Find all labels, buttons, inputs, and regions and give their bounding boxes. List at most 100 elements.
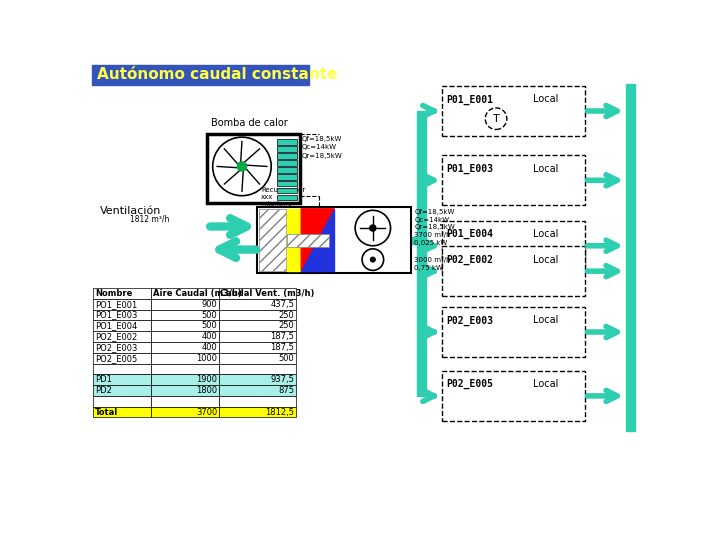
- Bar: [442, 246, 585, 296]
- Text: Bomba de calor: Bomba de calor: [211, 118, 288, 128]
- Text: Qr=18,5kW: Qr=18,5kW: [302, 153, 343, 159]
- Bar: [94, 407, 151, 417]
- Text: 437,5: 437,5: [271, 300, 294, 309]
- Text: 1000: 1000: [197, 354, 217, 363]
- Bar: [151, 342, 219, 353]
- Bar: [94, 288, 151, 299]
- Circle shape: [362, 249, 384, 271]
- Bar: [442, 221, 585, 271]
- Text: Local: Local: [533, 379, 559, 389]
- Text: Ventilación: Ventilación: [99, 206, 161, 216]
- Bar: [442, 371, 585, 421]
- Text: 500: 500: [202, 310, 217, 320]
- Text: Local: Local: [533, 255, 559, 265]
- Text: Qr=18,5kW: Qr=18,5kW: [415, 224, 455, 230]
- Bar: [151, 309, 219, 320]
- Text: P01_E004: P01_E004: [446, 229, 493, 239]
- Bar: [207, 134, 300, 204]
- Bar: [219, 374, 296, 385]
- Text: Nombre: Nombre: [95, 289, 132, 298]
- Text: 875: 875: [279, 386, 294, 395]
- Text: 1812,5: 1812,5: [265, 408, 294, 416]
- Bar: [219, 331, 296, 342]
- Circle shape: [370, 225, 376, 231]
- Bar: [276, 167, 297, 173]
- Text: Aire Caudal (m3/h): Aire Caudal (m3/h): [153, 289, 241, 298]
- Text: Qc=14kW: Qc=14kW: [302, 144, 337, 150]
- Text: 250: 250: [279, 321, 294, 330]
- Text: Local: Local: [533, 315, 559, 326]
- Circle shape: [371, 257, 375, 262]
- Circle shape: [355, 211, 390, 246]
- Bar: [151, 299, 219, 309]
- Text: Qf=18,5kW: Qf=18,5kW: [302, 136, 343, 141]
- Bar: [94, 331, 151, 342]
- Text: PD1: PD1: [95, 375, 112, 384]
- Bar: [94, 363, 151, 374]
- Text: 500: 500: [202, 321, 217, 330]
- Bar: [276, 188, 297, 193]
- Bar: [442, 156, 585, 205]
- Bar: [219, 385, 296, 396]
- Text: PO2_E005: PO2_E005: [95, 354, 137, 363]
- Text: Qf=18,5kW: Qf=18,5kW: [415, 209, 455, 215]
- Text: 1812 m³/h: 1812 m³/h: [130, 214, 170, 224]
- Text: 3700 m³/h
0,025 kW: 3700 m³/h 0,025 kW: [415, 231, 451, 246]
- Text: PD2: PD2: [95, 386, 112, 395]
- Text: Total: Total: [95, 408, 118, 416]
- Text: P02_E005: P02_E005: [446, 379, 493, 389]
- Bar: [287, 209, 300, 271]
- Bar: [442, 86, 585, 136]
- Text: Local: Local: [533, 164, 559, 174]
- Text: Qc=14kW: Qc=14kW: [415, 217, 449, 222]
- Bar: [151, 288, 219, 299]
- Bar: [151, 385, 219, 396]
- Text: PO2_E002: PO2_E002: [95, 332, 137, 341]
- Text: P02_E003: P02_E003: [446, 315, 493, 326]
- Text: 400: 400: [202, 343, 217, 352]
- Bar: [151, 374, 219, 385]
- Bar: [259, 209, 286, 271]
- Bar: [219, 288, 296, 299]
- Bar: [94, 353, 151, 363]
- Text: 3000 m³/h
0,75 kW: 3000 m³/h 0,75 kW: [415, 256, 451, 271]
- Text: 1900: 1900: [197, 375, 217, 384]
- Bar: [151, 320, 219, 331]
- Bar: [219, 396, 296, 407]
- Bar: [626, 84, 636, 430]
- Bar: [94, 320, 151, 331]
- Bar: [276, 153, 297, 159]
- Text: P01_E003: P01_E003: [446, 164, 493, 174]
- Text: Caudal Vent. (m3/h): Caudal Vent. (m3/h): [220, 289, 315, 298]
- Bar: [151, 331, 219, 342]
- Bar: [151, 363, 219, 374]
- Polygon shape: [301, 209, 334, 271]
- Text: Local: Local: [533, 94, 559, 104]
- Text: 937,5: 937,5: [271, 375, 294, 384]
- Text: xxx: xxx: [261, 194, 274, 200]
- Bar: [151, 407, 219, 417]
- Bar: [94, 309, 151, 320]
- Text: Recuperador: Recuperador: [261, 187, 305, 193]
- Polygon shape: [301, 209, 334, 271]
- Bar: [276, 139, 297, 145]
- Bar: [411, 237, 426, 244]
- Bar: [219, 363, 296, 374]
- Bar: [276, 174, 297, 179]
- Text: PO1_E004: PO1_E004: [95, 321, 137, 330]
- Bar: [276, 160, 297, 166]
- Bar: [287, 234, 329, 247]
- Bar: [219, 342, 296, 353]
- Bar: [276, 195, 297, 200]
- Text: PO2_E003: PO2_E003: [95, 343, 138, 352]
- Text: PO1_E003: PO1_E003: [95, 310, 138, 320]
- Bar: [94, 396, 151, 407]
- Bar: [219, 299, 296, 309]
- Bar: [219, 320, 296, 331]
- Text: 187,5: 187,5: [271, 343, 294, 352]
- Text: T: T: [492, 114, 500, 124]
- Bar: [92, 65, 309, 85]
- Bar: [151, 396, 219, 407]
- Bar: [276, 146, 297, 152]
- Text: Local: Local: [533, 229, 559, 239]
